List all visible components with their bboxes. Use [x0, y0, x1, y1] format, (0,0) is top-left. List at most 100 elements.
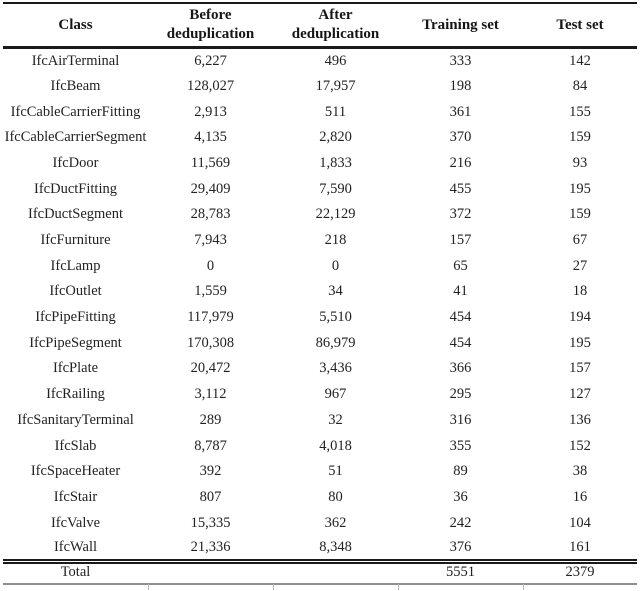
value-cell: 157: [449, 232, 472, 249]
table-row: IfcRailing 3,112 967 295 127: [3, 382, 637, 408]
value-cell: 8,348: [319, 539, 352, 556]
value-cell: 65: [453, 257, 468, 274]
value-cell: 3,436: [319, 360, 352, 377]
value-cell: 2,913: [194, 103, 227, 120]
table-header: Class Before deduplication After dedupli…: [3, 2, 637, 50]
value-cell: 216: [449, 154, 472, 171]
value-cell: 5,510: [319, 309, 352, 326]
value-cell: 3,112: [194, 386, 227, 403]
value-cell: 372: [449, 206, 472, 223]
dataset-statistics-table: Class Before deduplication After dedupli…: [3, 2, 637, 586]
value-cell: 1,559: [194, 283, 227, 300]
value-cell: 170,308: [186, 334, 235, 351]
total-before-cell: [148, 559, 273, 586]
value-cell: 8,787: [194, 437, 227, 454]
class-name-cell: IfcDuctSegment: [27, 206, 124, 223]
table-row: IfcFurniture 7,943 218 157 67: [3, 228, 637, 254]
value-cell: 0: [206, 257, 215, 274]
table-row: IfcAirTerminal 6,227 496 333 142: [3, 48, 637, 74]
value-cell: 93: [572, 154, 588, 171]
value-cell: 376: [449, 539, 472, 556]
column-boundary-tick: [148, 584, 149, 590]
value-cell: 807: [199, 488, 222, 505]
col-header-before-deduplication: Before deduplication: [148, 2, 273, 50]
table-row: IfcPipeFitting 117,979 5,510 454 194: [3, 305, 637, 331]
class-name-cell: IfcPipeSegment: [29, 334, 122, 351]
table-row: IfcDoor 11,569 1,833 216 93: [3, 151, 637, 177]
table-row: IfcLamp 0 0 65 27: [3, 253, 637, 279]
table-row: IfcDuctSegment 28,783 22,129 372 159: [3, 202, 637, 228]
value-cell: 28,783: [190, 206, 231, 223]
value-cell: 511: [324, 103, 347, 120]
value-cell: 67: [572, 232, 588, 249]
class-name-cell: IfcOutlet: [49, 283, 102, 300]
value-cell: 16: [572, 488, 588, 505]
value-cell: 27: [572, 257, 588, 274]
value-cell: 80: [328, 488, 343, 505]
total-label: Total: [3, 559, 148, 586]
table-row: IfcCableCarrierSegment 4,135 2,820 370 159: [3, 125, 637, 151]
value-cell: 370: [449, 129, 472, 146]
value-cell: 7,943: [194, 232, 227, 249]
class-name-cell: IfcAirTerminal: [31, 52, 120, 69]
class-name-cell: IfcWall: [53, 539, 98, 556]
total-after-cell: [273, 559, 398, 586]
value-cell: 161: [569, 539, 591, 556]
value-cell: 136: [569, 411, 591, 428]
value-cell: 159: [569, 206, 591, 223]
class-name-cell: IfcBeam: [50, 77, 101, 94]
value-cell: 195: [569, 180, 591, 197]
class-name-cell: IfcFurniture: [40, 232, 111, 249]
value-cell: 242: [449, 514, 472, 531]
value-cell: 218: [324, 232, 347, 249]
table-row: IfcCableCarrierFitting 2,913 511 361 155: [3, 99, 637, 125]
value-cell: 289: [199, 411, 222, 428]
class-name-cell: IfcDoor: [52, 154, 99, 171]
total-test-cell: 2379: [523, 559, 637, 586]
value-cell: 157: [569, 360, 591, 377]
value-cell: 496: [324, 52, 347, 69]
value-cell: 155: [569, 103, 591, 120]
value-cell: 355: [449, 437, 472, 454]
value-cell: 11,569: [190, 154, 231, 171]
value-cell: 195: [569, 334, 591, 351]
column-boundary-tick: [273, 584, 274, 590]
value-cell: 4,135: [194, 129, 227, 146]
value-cell: 117,979: [187, 309, 234, 326]
column-boundary-tick: [523, 584, 524, 590]
table-row: IfcOutlet 1,559 34 41 18: [3, 279, 637, 305]
class-name-cell: IfcDuctFitting: [34, 180, 117, 197]
value-cell: 89: [453, 463, 468, 480]
value-cell: 86,979: [315, 334, 356, 351]
value-cell: 21,336: [190, 539, 231, 556]
value-cell: 333: [449, 52, 472, 69]
value-cell: 22,129: [315, 206, 356, 223]
column-boundary-tick: [398, 584, 399, 590]
total-training-cell: 5551: [398, 559, 523, 586]
class-name-cell: IfcRailing: [46, 386, 105, 403]
value-cell: 967: [324, 386, 347, 403]
table-row: IfcPlate 20,472 3,436 366 157: [3, 356, 637, 382]
table-row: IfcDuctFitting 29,409 7,590 455 195: [3, 176, 637, 202]
value-cell: 7,590: [319, 180, 352, 197]
value-cell: 127: [569, 386, 591, 403]
value-cell: 84: [572, 77, 588, 94]
value-cell: 6,227: [194, 52, 227, 69]
table-row: IfcSanitaryTerminal 289 32 316 136: [3, 408, 637, 434]
table-row: IfcBeam 128,027 17,957 198 84: [3, 74, 637, 100]
value-cell: 51: [328, 463, 343, 480]
col-header-test-set: Test set: [523, 2, 637, 50]
value-cell: 34: [328, 283, 343, 300]
value-cell: 41: [453, 283, 468, 300]
value-cell: 32: [328, 411, 343, 428]
value-cell: 29,409: [190, 180, 231, 197]
value-cell: 454: [449, 334, 472, 351]
table-row: IfcPipeSegment 170,308 86,979 454 195: [3, 330, 637, 356]
value-cell: 104: [569, 514, 591, 531]
value-cell: 0: [331, 257, 340, 274]
table-row: IfcStair 807 80 36 16: [3, 485, 637, 511]
class-name-cell: IfcSpaceHeater: [30, 463, 121, 480]
table-body: IfcAirTerminal 6,227 496 333 142 IfcBeam 128,0…: [3, 48, 637, 562]
value-cell: 1,833: [319, 154, 352, 171]
